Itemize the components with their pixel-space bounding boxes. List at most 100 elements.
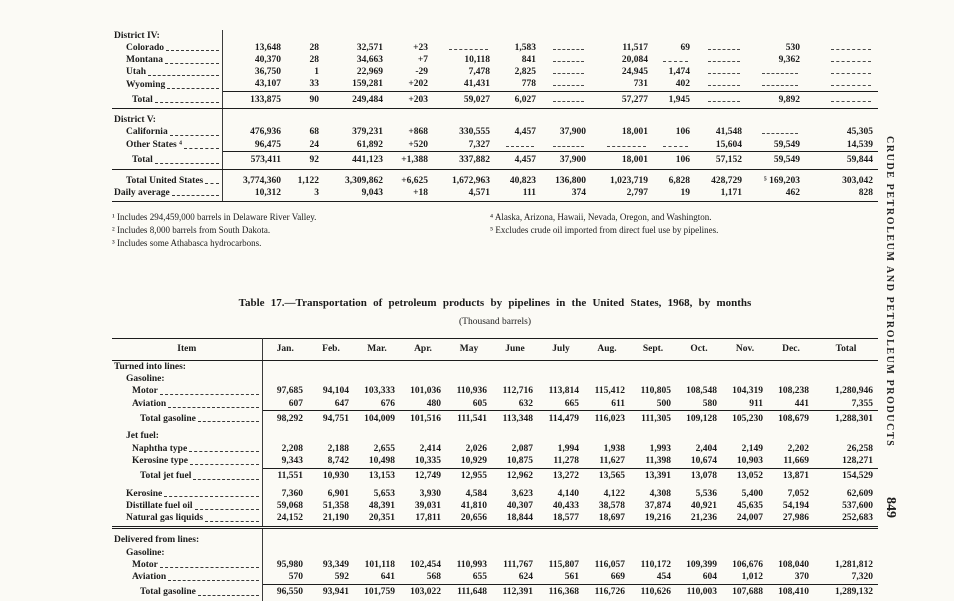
value-cell: 573,411 [222, 151, 286, 170]
footnote: ¹ Includes 294,459,000 barrels in Delawa… [112, 212, 317, 223]
column-header: July [538, 338, 584, 362]
value-cell: 669 [610, 571, 625, 582]
value-cell: 108,040 [778, 559, 809, 570]
table-row: Total jet fuel 11,551 10,930 13,153 12,749 12… [112, 467, 878, 489]
value-cell: 105,230 [722, 410, 768, 431]
value-cell: 97,685 [276, 386, 303, 397]
value-cell [805, 54, 878, 66]
value-cell [433, 30, 495, 42]
value-cell [695, 30, 747, 42]
value-cell: 106,676 [732, 559, 763, 570]
value-cell: 104,009 [354, 410, 400, 431]
value-cell: 441 [794, 398, 809, 409]
value-cell: 133,875 [222, 91, 286, 110]
table-row: Montana 40,370 28 34,663 +7 10,118 841 20,084 9,… [112, 54, 878, 67]
value-cell: 116,368 [538, 583, 584, 601]
value-cell: 1,672,963 [452, 175, 490, 186]
value-cell: 111,648 [446, 583, 492, 601]
value-cell [591, 139, 653, 152]
value-cell: 69 [680, 42, 691, 53]
value-cell [354, 361, 400, 374]
dash-leader [194, 508, 259, 510]
value-cell: 252,683 [814, 512, 878, 530]
value-cell [538, 547, 584, 559]
value-cell: 11,517 [622, 42, 648, 53]
value-cell: 13,078 [676, 467, 722, 489]
table-row: Total 573,411 92 441,123 +1,388 337,882 4,457 3… [112, 151, 878, 170]
value-cell: 107,688 [722, 583, 768, 601]
value-cell: 1 [314, 67, 319, 78]
value-cell: 41,810 [460, 500, 487, 511]
value-cell: 1,023,719 [610, 175, 648, 186]
value-cell: 11,669 [783, 455, 809, 466]
value-cell: 159,281 [352, 79, 383, 90]
table-row: Total gasoline 96,550 93,941 101,759 103,022… [112, 583, 878, 601]
row-label: Kerosine type [132, 456, 189, 467]
value-cell [262, 547, 308, 559]
value-cell: ⁵ 169,203 [763, 175, 800, 186]
table-row: Utah 36,750 1 22,969 -29 7,478 2,825 24,945 1,47… [112, 66, 878, 79]
table-row: Wyoming 43,107 33 159,281 +202 41,431 778 731 40… [112, 78, 878, 92]
value-cell: 108,679 [768, 410, 814, 431]
value-cell: 115,807 [548, 559, 579, 570]
value-cell [630, 361, 676, 374]
value-cell [695, 79, 747, 92]
value-cell: +868 [408, 127, 428, 138]
row-label-cell: Kerosine [112, 488, 263, 501]
value-cell [695, 54, 747, 66]
dash-leader [197, 594, 259, 596]
table17-subtitle: (Thousand barrels) [458, 317, 531, 328]
value-cell [676, 547, 722, 559]
row-label-cell: Distillate fuel oil [112, 500, 263, 513]
value-cell: 454 [656, 571, 671, 582]
value-cell: 2,149 [741, 443, 763, 454]
value-cell: 568 [426, 571, 441, 582]
value-cell [492, 374, 538, 386]
value-cell: 33 [309, 79, 320, 90]
value-cell: 128,271 [842, 455, 873, 466]
value-cell [653, 139, 695, 152]
value-cell: 530 [785, 42, 800, 53]
value-cell [747, 30, 805, 42]
row-label-cell: Montana [112, 54, 223, 67]
value-cell [591, 30, 653, 42]
value-cell [538, 528, 584, 547]
value-cell: 4,457 [514, 127, 536, 138]
table-row: District IV: [112, 30, 878, 43]
dash-leader [183, 147, 219, 149]
value-cell: 7,478 [468, 67, 490, 78]
value-cell: 20,084 [621, 54, 648, 65]
table-row: Kerosine 7,360 6,901 5,653 3,930 4,584 3,623 4,… [112, 488, 878, 501]
value-cell: 1,289,132 [814, 583, 878, 601]
value-cell [805, 30, 878, 42]
value-cell: 428,729 [711, 175, 742, 186]
row-label-cell: Motor [112, 385, 263, 399]
row-label-cell: Kerosine type [112, 455, 263, 469]
value-cell: 370 [794, 571, 809, 582]
value-cell: 10,875 [506, 455, 533, 466]
value-cell: 2,208 [281, 443, 303, 454]
value-cell: 462 [747, 187, 805, 203]
value-cell: 40,433 [552, 500, 579, 511]
table-row: Aviation 570 592 641 568 655 624 561 669 454 604 1,… [112, 571, 878, 585]
value-cell: 778 [521, 79, 536, 90]
value-cell: 2,202 [787, 443, 809, 454]
row-label-cell: Total jet fuel [112, 468, 263, 489]
value-cell: 104,319 [732, 386, 763, 397]
value-cell [722, 361, 768, 374]
value-cell [388, 30, 433, 42]
value-cell: 4,122 [603, 488, 625, 499]
dash-leader [190, 464, 259, 466]
value-cell: 11,551 [262, 467, 308, 489]
value-cell: 911 [749, 398, 763, 409]
value-cell: +23 [413, 42, 428, 53]
value-cell [492, 528, 538, 547]
value-cell [747, 79, 805, 92]
value-cell: 40,370 [254, 54, 281, 65]
value-cell [308, 374, 354, 386]
value-cell: 18,001 [591, 151, 653, 170]
value-cell: 43,107 [254, 79, 281, 90]
row-label-cell: Daily average [112, 187, 223, 203]
footnotes-right: ⁴ Alaska, Arizona, Hawaii, Nevada, Orego… [490, 211, 878, 249]
